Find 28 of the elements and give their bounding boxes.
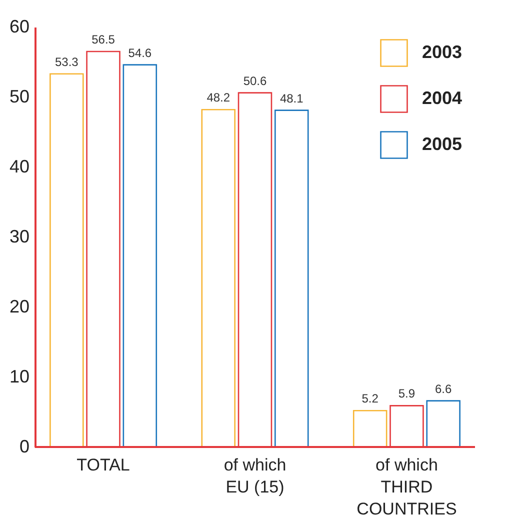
data-label: 50.6 xyxy=(243,74,267,88)
y-tick-label: 50 xyxy=(9,86,30,106)
data-label: 54.6 xyxy=(128,46,152,60)
data-label: 5.2 xyxy=(362,392,379,406)
data-label: 5.9 xyxy=(398,386,416,401)
legend-label: 2003 xyxy=(422,42,462,62)
y-tick-label: 60 xyxy=(9,16,30,36)
x-tick-label: TOTAL xyxy=(76,456,130,474)
x-tick-label: of which EU (15) xyxy=(224,456,286,496)
data-label: 48.1 xyxy=(280,91,304,106)
legend-label: 2005 xyxy=(422,134,462,154)
bar xyxy=(122,64,158,448)
data-label: 53.3 xyxy=(54,54,79,69)
data-label: 56.5 xyxy=(92,32,116,46)
y-tick-label: 20 xyxy=(9,296,30,316)
bar xyxy=(50,73,84,448)
bar xyxy=(201,108,236,448)
bar xyxy=(274,110,309,448)
y-tick-label: 40 xyxy=(9,156,30,176)
legend-label: 2004 xyxy=(422,88,462,108)
bar xyxy=(426,400,460,448)
y-tick-label: 0 xyxy=(19,436,30,456)
y-tick-label: 10 xyxy=(9,366,30,386)
data-label: 6.6 xyxy=(435,382,452,396)
x-tick-label: of which THIRD COUNTRIES xyxy=(356,456,457,518)
bar xyxy=(352,410,388,448)
y-tick-label: 30 xyxy=(9,226,30,246)
data-label: 48.2 xyxy=(206,90,230,105)
